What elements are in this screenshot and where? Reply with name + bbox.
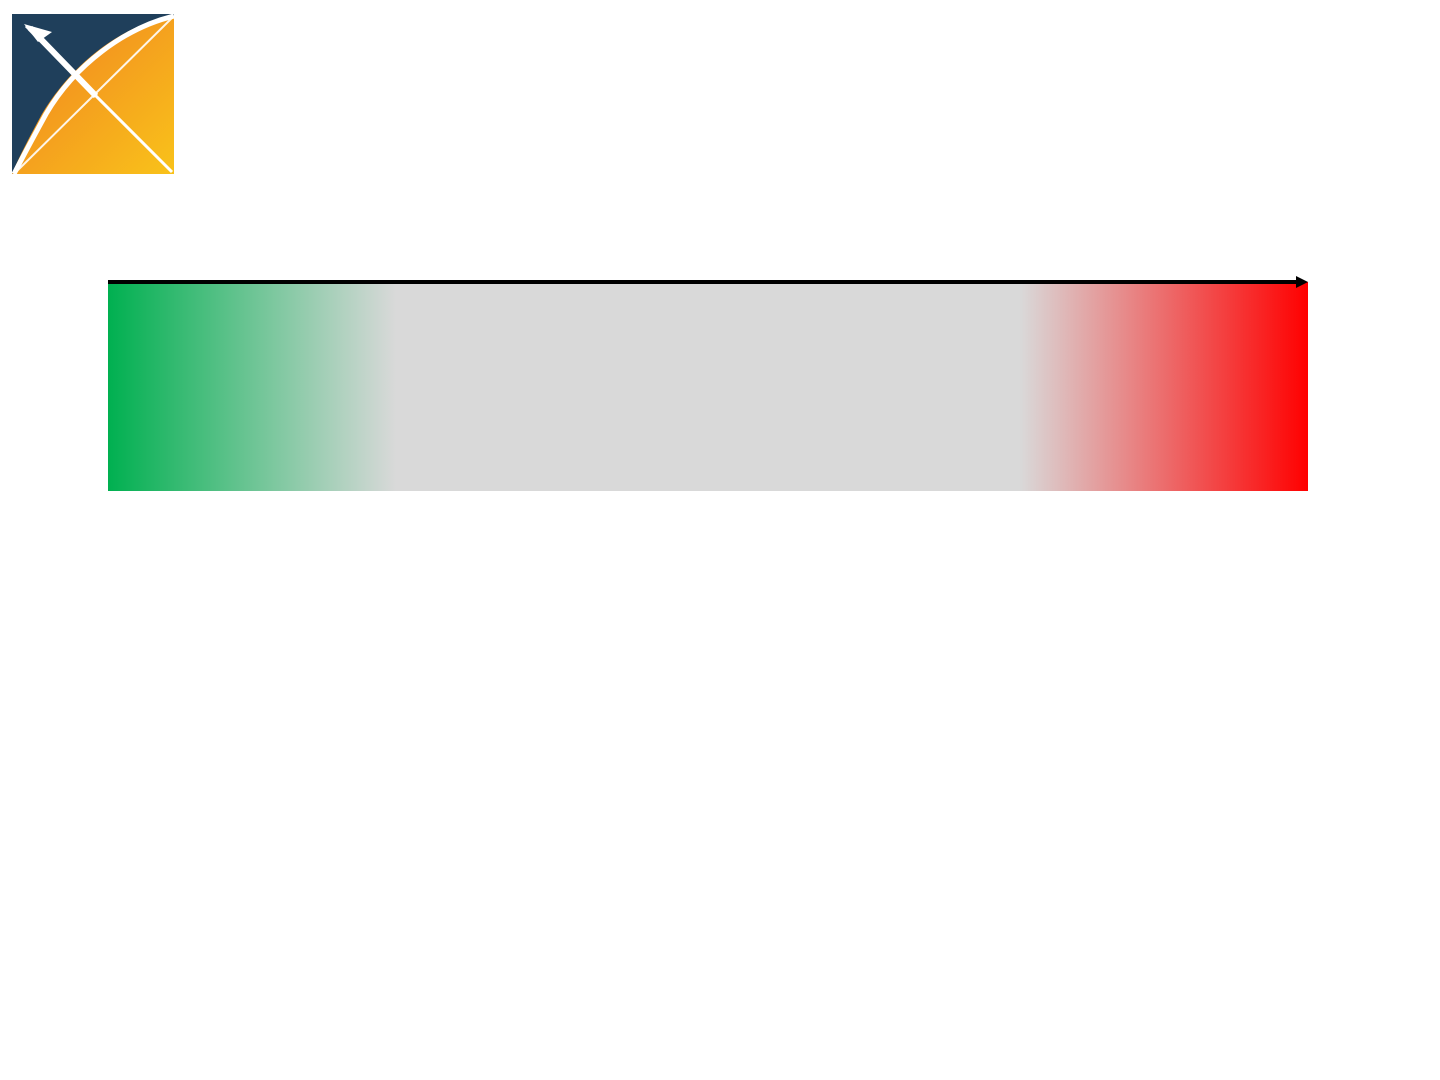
ohdsi-logo-icon <box>12 14 174 174</box>
arrow-head <box>1296 276 1308 288</box>
risk-scale <box>108 270 1310 492</box>
gradient-band-fill <box>108 282 1308 491</box>
right-arrow-icon <box>108 276 1308 288</box>
logo-x-stroke <box>27 25 99 99</box>
logo-white-curve <box>12 14 174 174</box>
gradient-band <box>108 282 1308 491</box>
ohdsi-logo <box>12 14 174 174</box>
